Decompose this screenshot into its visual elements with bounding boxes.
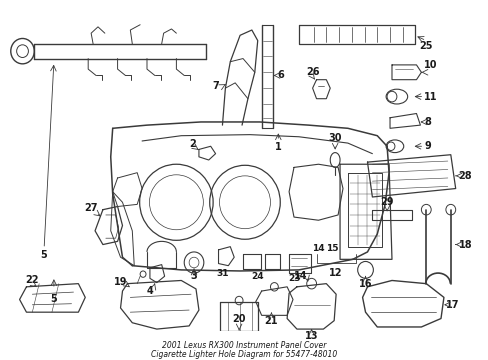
Text: 14: 14 xyxy=(293,271,307,281)
Text: 16: 16 xyxy=(358,279,371,289)
Text: 28: 28 xyxy=(458,171,471,181)
Text: 30: 30 xyxy=(328,133,341,143)
Text: 6: 6 xyxy=(276,71,283,81)
Text: 19: 19 xyxy=(114,276,127,287)
Text: 14: 14 xyxy=(311,244,324,253)
Text: 12: 12 xyxy=(329,268,342,278)
Text: 31: 31 xyxy=(216,269,228,278)
Text: 26: 26 xyxy=(305,67,319,77)
Text: 5: 5 xyxy=(41,250,47,260)
Text: 22: 22 xyxy=(25,275,39,285)
Text: 1: 1 xyxy=(274,142,281,152)
Text: 11: 11 xyxy=(424,91,437,102)
Text: 23: 23 xyxy=(288,274,301,283)
Text: 2001 Lexus RX300 Instrument Panel Cover: 2001 Lexus RX300 Instrument Panel Cover xyxy=(162,341,326,350)
Text: 18: 18 xyxy=(458,239,471,249)
Text: 9: 9 xyxy=(424,141,430,151)
Text: 7: 7 xyxy=(212,81,219,91)
Text: 5: 5 xyxy=(50,294,57,305)
Text: 17: 17 xyxy=(445,300,458,310)
Text: 10: 10 xyxy=(424,60,437,70)
Text: 3: 3 xyxy=(190,271,197,281)
Text: Cigarette Lighter Hole Diagram for 55477-48010: Cigarette Lighter Hole Diagram for 55477… xyxy=(151,350,337,359)
Text: 4: 4 xyxy=(146,286,153,296)
Text: 25: 25 xyxy=(419,41,432,51)
Text: 24: 24 xyxy=(251,272,264,281)
Text: 21: 21 xyxy=(264,316,278,326)
Text: 27: 27 xyxy=(84,203,98,212)
Text: 29: 29 xyxy=(380,197,393,207)
Text: 13: 13 xyxy=(304,332,318,342)
Text: 20: 20 xyxy=(232,314,245,324)
Text: 8: 8 xyxy=(424,117,430,127)
Text: 2: 2 xyxy=(189,139,196,149)
Text: 15: 15 xyxy=(325,244,338,253)
